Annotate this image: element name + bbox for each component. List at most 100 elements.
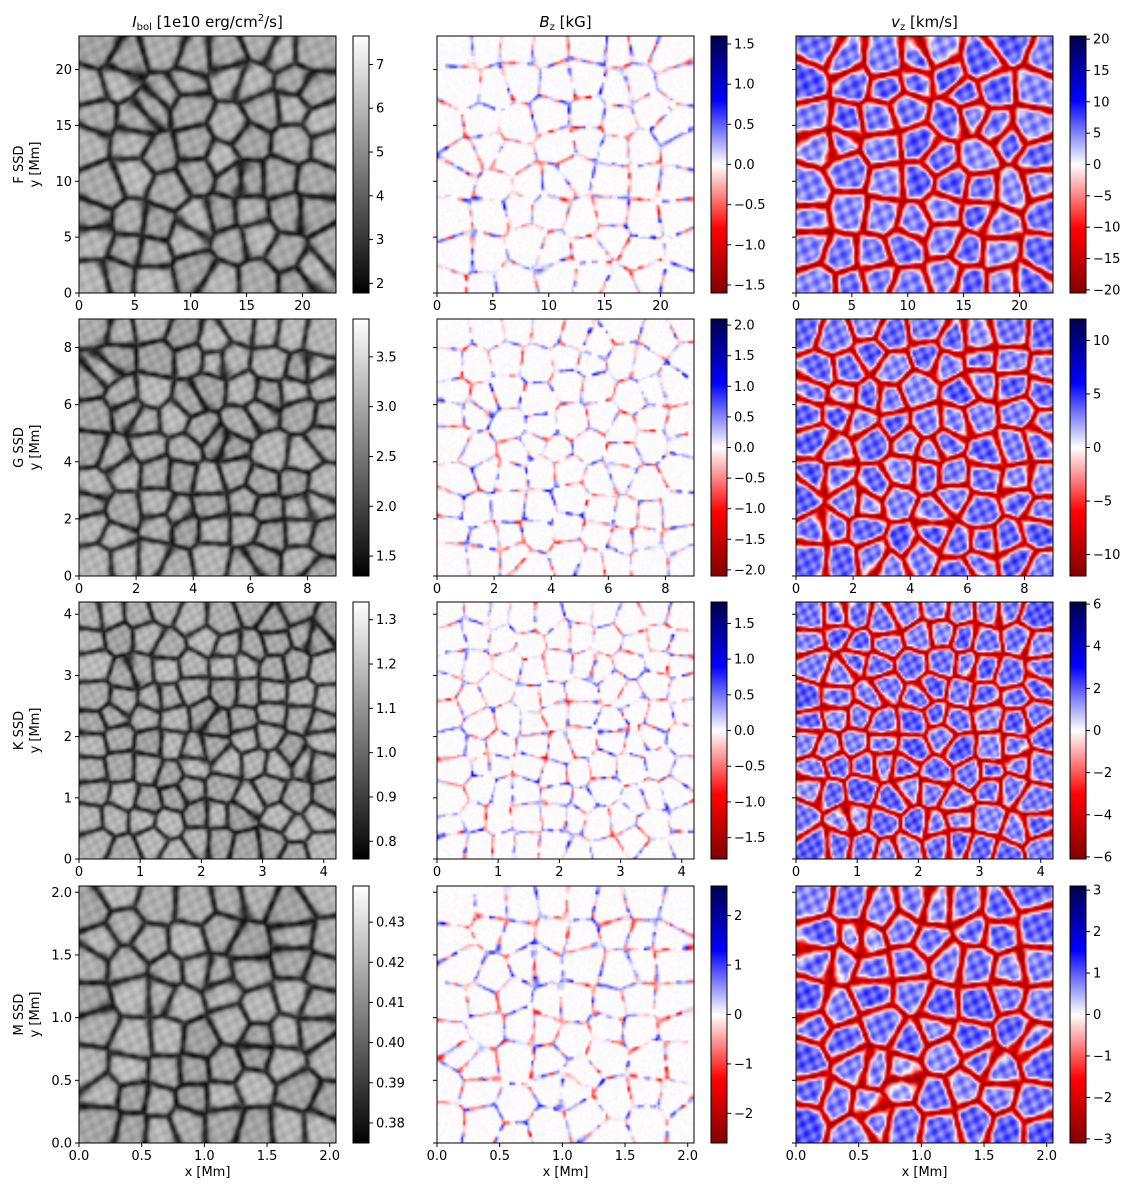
y-tick-label: 0 [64,287,72,302]
colorbar-tick-label: 5 [1093,127,1101,142]
colorbar [352,318,370,577]
y-tick-label: 20 [55,63,72,78]
x-tick-label: 4 [678,865,686,880]
x-tick-label: 0.5 [848,1149,869,1164]
colorbar [710,318,728,577]
colorbar-tick-label: −1.0 [734,795,766,810]
x-tick-label: 10 [540,299,557,314]
colorbar-tick-label: 1.0 [734,78,755,93]
colorbar-tick-label: 1.5 [734,617,755,632]
x-tick-label: 5 [131,299,139,314]
row-label: M SSD [12,994,27,1036]
colorbar-tick-label: −5 [1093,495,1112,510]
x-tick-label: 15 [596,299,613,314]
colorbar-tick-label: 0.8 [376,835,397,850]
colorbar-tick-label: −0.5 [734,198,766,213]
x-tick-label: 20 [1011,299,1028,314]
colorbar-tick-label: −5 [1093,189,1112,204]
colorbar-tick-label: 0.9 [376,790,397,805]
y-tick-label: 15 [55,119,72,134]
colorbar-tick-label: −1 [1093,1049,1112,1064]
x-tick-label: 0 [75,865,83,880]
colorbar [352,885,370,1144]
colorbar-tick-label: 15 [1093,64,1110,79]
column-title-sub: z [550,22,555,33]
panel-m-ssd-ibol: 0.0 0.5 1.0 1.5 2.0 0.0 0.5 1.0 1.5 2.0 0.38 0.39 0.… [51,885,405,1164]
colorbar-tick-label: −1.0 [734,238,766,253]
colorbar-tick-label: −1.0 [734,502,766,517]
x-tick-label: 1 [853,865,861,880]
colorbar-tick-label: 0.42 [376,956,405,971]
colorbar-tick-label: 3 [376,233,384,248]
colorbar-tick-label: −2 [734,1107,753,1122]
x-tick-label: 8 [303,582,311,597]
colorbar-tick-label: −15 [1093,252,1120,267]
x-tick-label: 0 [75,299,83,314]
panel-k-ssd-bz: 0 1 2 3 4 −1.5 −1.0 −0.5 0.0 0.5 1.0 1.5 [433,601,766,880]
panel-f-ssd-bz: 0 5 10 15 20 −1.5 −1.0 −0.5 0.0 0.5 1.0 1.5 [433,35,766,314]
x-tick-label: 2.0 [677,1149,698,1164]
x-tick-label: 0 [792,582,800,597]
colorbar-tick-label: −20 [1093,283,1120,298]
panel-g-ssd-bz: 0 2 4 6 8 −2.0 −1.5 −1.0 −0.5 0.0 0.5 1.0 1.5 2.0 [433,318,766,597]
y-tick-label: 4 [64,608,72,623]
colorbar-tick-label: 0.38 [376,1116,405,1131]
colorbar-tick-label: 1.2 [376,658,397,673]
y-tick-label: 0 [64,853,72,868]
colorbar-tick-label: 0.0 [734,441,755,456]
colorbar-tick-label: 3 [1093,884,1101,899]
heatmap-image [79,602,336,859]
panel-m-ssd-bz: 0.0 0.5 1.0 1.5 2.0 −2 −1 0 1 2 [427,885,753,1164]
x-tick-label: 2.0 [319,1149,340,1164]
colorbar-tick-label: 1.3 [376,613,397,628]
x-tick-label: 6 [963,582,971,597]
y-tick-label: 1.5 [51,948,72,963]
panel-f-ssd-vz: 0 5 10 15 20 −20 −15 −10 −5 0 5 10 15 20 [792,33,1121,314]
axes-frame [78,601,337,860]
colorbar-tick-label: −1.5 [734,278,766,293]
y-axis-label: y [Mm] [28,425,43,471]
colorbar-tick-label: 3.5 [376,350,397,365]
colorbar-tick-label: −0.5 [734,472,766,487]
column-title-main: B [539,13,549,31]
colorbar-tick-label: 1.5 [376,550,397,565]
x-tick-label: 1.0 [194,1149,215,1164]
x-tick-label: 0 [433,865,441,880]
colorbar-tick-label: 7 [376,58,384,73]
colorbar [1069,318,1087,577]
x-tick-label: 0.0 [69,1149,90,1164]
colorbar-tick-label: −10 [1093,221,1120,236]
y-tick-label: 0.0 [51,1137,72,1152]
x-tick-label: 10 [182,299,199,314]
x-tick-label: 0.0 [786,1149,807,1164]
colorbar-tick-label: 0 [1093,441,1101,456]
colorbar-tick-label: 2.5 [376,450,397,465]
colorbar-tick-label: 5 [376,146,384,161]
heatmap-image [437,602,694,859]
axes-frame [78,885,337,1144]
x-tick-label: 1.5 [615,1149,636,1164]
colorbar-tick-label: 4 [1093,640,1101,655]
x-tick-label: 1.5 [257,1149,278,1164]
x-tick-label: 0 [792,299,800,314]
y-tick-label: 2 [64,512,72,527]
colorbar-tick-label: 3.0 [376,400,397,415]
x-tick-label: 0 [792,865,800,880]
colorbar-tick-label: 0.5 [734,688,755,703]
x-tick-label: 2 [132,582,140,597]
y-tick-label: 2.0 [51,886,72,901]
panel-k-ssd-vz: 0 1 2 3 4 −6 −4 −2 0 2 4 6 [792,598,1112,880]
colorbar-tick-label: 0.0 [734,158,755,173]
x-tick-label: 1 [494,865,502,880]
y-tick-label: 0.5 [51,1074,72,1089]
heatmap-image [796,602,1053,859]
x-tick-label: 20 [294,299,311,314]
column-title-tail: /s] [264,13,283,31]
column-title-rest: [km/s] [905,13,958,31]
y-tick-label: 0 [64,570,72,585]
colorbar [352,601,370,860]
axes-frame [436,35,695,294]
axes-frame [436,318,695,577]
y-axis-label: y [Mm] [28,142,43,188]
